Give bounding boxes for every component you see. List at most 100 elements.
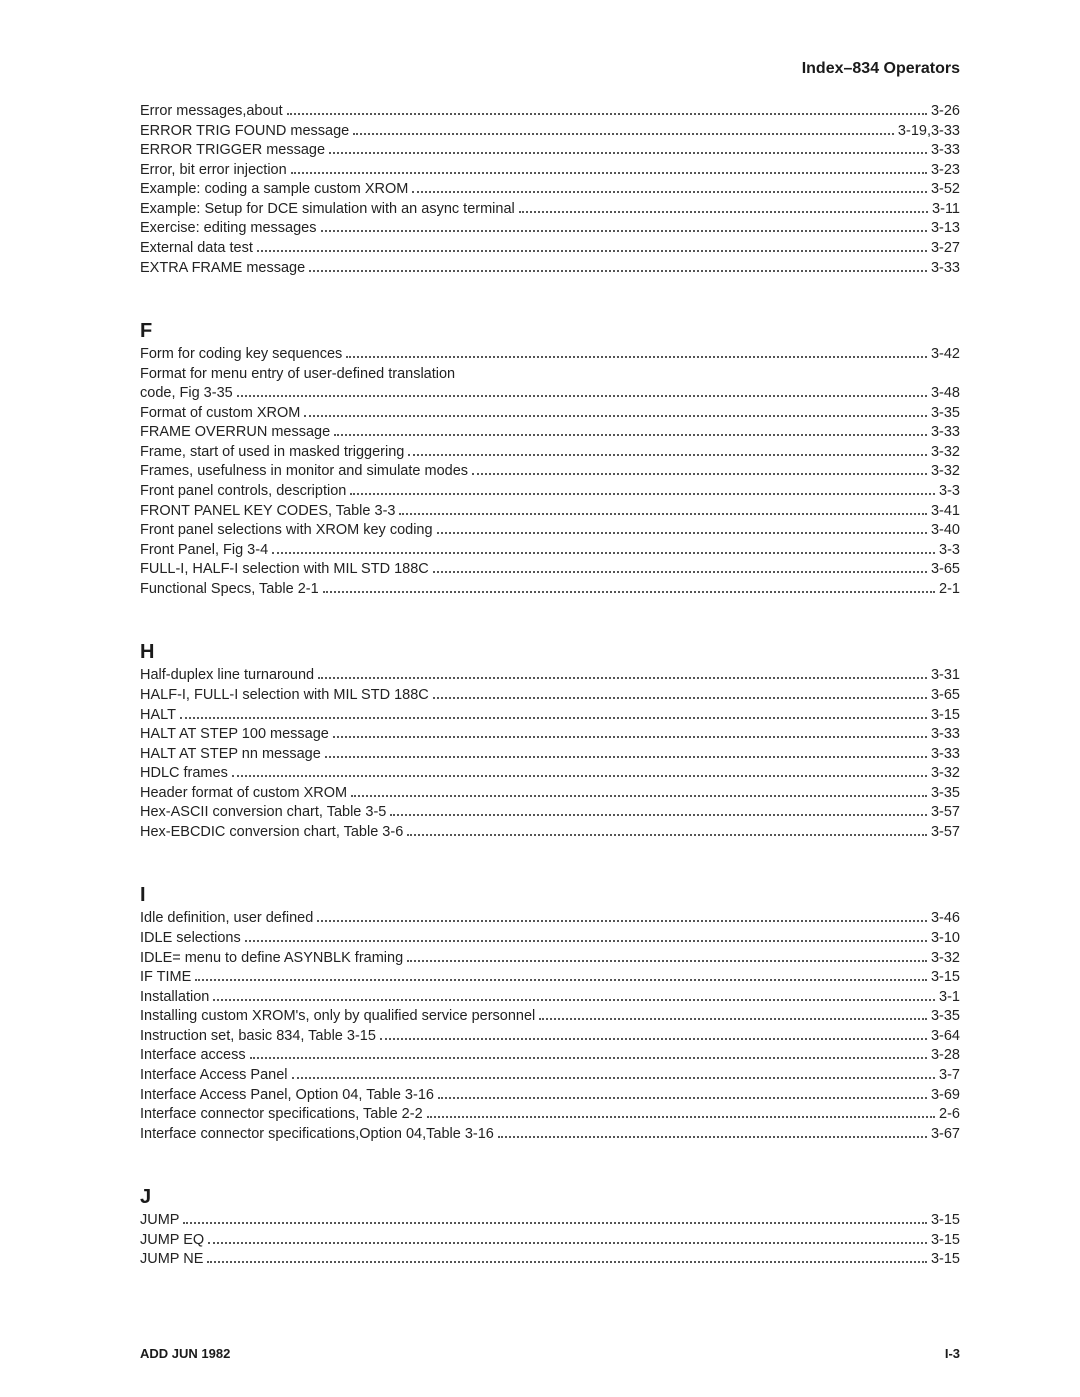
index-section: JJUMP3-15JUMP EQ3-15JUMP NE3-15 bbox=[140, 1186, 960, 1270]
entry-page: 3-1 bbox=[939, 988, 960, 1008]
entry-page: 3-11 bbox=[932, 200, 960, 220]
leader-dots bbox=[245, 940, 927, 942]
entry-page: 3-27 bbox=[931, 239, 960, 259]
entry-page: 3-67 bbox=[931, 1125, 960, 1145]
index-entry: JUMP NE 3-15 bbox=[140, 1250, 960, 1270]
leader-dots bbox=[519, 211, 928, 213]
index-entry: Hex-ASCII conversion chart, Table 3-53-5… bbox=[140, 803, 960, 823]
entry-text: Frames, usefulness in monitor and simula… bbox=[140, 462, 468, 482]
leader-dots bbox=[437, 532, 927, 534]
entry-page: 3-65 bbox=[931, 686, 960, 706]
entry-text: Half-duplex line turnaround bbox=[140, 666, 314, 686]
entry-text: FRONT PANEL KEY CODES, Table 3-3 bbox=[140, 502, 395, 522]
index-entry: FRAME OVERRUN message3-33 bbox=[140, 423, 960, 443]
entry-text: FULL-I, HALF-I selection with MIL STD 18… bbox=[140, 560, 429, 580]
page-header: Index–834 Operators bbox=[140, 60, 960, 78]
entry-text: Frame, start of used in masked triggerin… bbox=[140, 443, 404, 463]
entry-text: JUMP bbox=[140, 1211, 179, 1231]
leader-dots bbox=[180, 717, 927, 719]
entry-page: 3-10 bbox=[931, 929, 960, 949]
entry-text: HDLC frames bbox=[140, 764, 228, 784]
entry-text: Front Panel, Fig 3-4 bbox=[140, 541, 268, 561]
entry-text: Interface Access Panel, Option 04, Table… bbox=[140, 1086, 434, 1106]
leader-dots bbox=[472, 473, 927, 475]
index-entry: HALT3-15 bbox=[140, 706, 960, 726]
index-entry: Front panel controls, description3-3 bbox=[140, 482, 960, 502]
entry-text: ERROR TRIGGER message bbox=[140, 141, 325, 161]
entry-text: Form for coding key sequences bbox=[140, 345, 342, 365]
section-letter: F bbox=[140, 320, 960, 343]
leader-dots bbox=[351, 795, 927, 797]
entry-text: IDLE selections bbox=[140, 929, 241, 949]
index-entry: Example: coding a sample custom XROM3-52 bbox=[140, 180, 960, 200]
entry-text: Interface connector specifications, Tabl… bbox=[140, 1105, 423, 1125]
entry-page: 3-69 bbox=[931, 1086, 960, 1106]
entry-text: HALT bbox=[140, 706, 176, 726]
footer-right: I-3 bbox=[945, 1346, 960, 1361]
entry-text: IF TIME bbox=[140, 968, 191, 988]
leader-dots bbox=[390, 814, 927, 816]
index-entry: Interface connector specifications,Optio… bbox=[140, 1125, 960, 1145]
entry-page: 3-35 bbox=[931, 1007, 960, 1027]
index-entry: IF TIME3-15 bbox=[140, 968, 960, 988]
leader-dots bbox=[334, 434, 927, 436]
index-entry: Frame, start of used in masked triggerin… bbox=[140, 443, 960, 463]
entry-page: 3-3 bbox=[939, 482, 960, 502]
index-entry: Interface Access Panel, Option 04, Table… bbox=[140, 1086, 960, 1106]
leader-dots bbox=[304, 415, 927, 417]
entry-page: 3-15 bbox=[931, 1250, 960, 1270]
entry-text: Functional Specs, Table 2-1 bbox=[140, 580, 319, 600]
leader-dots bbox=[346, 356, 927, 358]
index-entry: IDLE= menu to define ASYNBLK framing3-32 bbox=[140, 949, 960, 969]
leader-dots bbox=[287, 113, 927, 115]
index-entry: Form for coding key sequences3-42 bbox=[140, 345, 960, 365]
entry-page: 3-41 bbox=[931, 502, 960, 522]
leader-dots bbox=[433, 697, 927, 699]
entry-text: Format of custom XROM bbox=[140, 404, 300, 424]
entry-page: 3-35 bbox=[931, 404, 960, 424]
leader-dots bbox=[408, 454, 927, 456]
leader-dots bbox=[380, 1038, 927, 1040]
leader-dots bbox=[213, 999, 935, 1001]
entry-page: 3-23 bbox=[931, 161, 960, 181]
entry-page: 3-40 bbox=[931, 521, 960, 541]
index-entry: Functional Specs, Table 2-12-1 bbox=[140, 580, 960, 600]
leader-dots bbox=[309, 270, 927, 272]
index-entry: Interface connector specifications, Tabl… bbox=[140, 1105, 960, 1125]
section-letter: I bbox=[140, 884, 960, 907]
entry-text: HALT AT STEP 100 message bbox=[140, 725, 329, 745]
index-entry: Installation 3-1 bbox=[140, 988, 960, 1008]
entry-text: External data test bbox=[140, 239, 253, 259]
entry-text: Installation bbox=[140, 988, 209, 1008]
entry-text: IDLE= menu to define ASYNBLK framing bbox=[140, 949, 403, 969]
index-entry: Format of custom XROM 3-35 bbox=[140, 404, 960, 424]
leader-dots bbox=[412, 191, 927, 193]
entry-page: 3-33 bbox=[931, 259, 960, 279]
entry-page: 3-7 bbox=[939, 1066, 960, 1086]
leader-dots bbox=[292, 1077, 936, 1079]
entry-page: 3-48 bbox=[931, 384, 960, 404]
entry-text: JUMP NE bbox=[140, 1250, 203, 1270]
leader-dots bbox=[232, 775, 927, 777]
entry-text: JUMP EQ bbox=[140, 1231, 204, 1251]
entry-page: 3-35 bbox=[931, 784, 960, 804]
entry-text: Interface Access Panel bbox=[140, 1066, 288, 1086]
leader-dots bbox=[539, 1018, 927, 1020]
entry-text: Front panel selections with XROM key cod… bbox=[140, 521, 433, 541]
index-entry: code, Fig 3-35 3-48 bbox=[140, 384, 960, 404]
index-entry: IDLE selections 3-10 bbox=[140, 929, 960, 949]
entry-page: 3-52 bbox=[931, 180, 960, 200]
leader-dots bbox=[433, 571, 927, 573]
entry-page: 3-33 bbox=[931, 141, 960, 161]
leader-dots bbox=[318, 677, 927, 679]
entry-text: code, Fig 3-35 bbox=[140, 384, 233, 404]
entry-page: 3-15 bbox=[931, 1231, 960, 1251]
entry-text: Hex-ASCII conversion chart, Table 3-5 bbox=[140, 803, 386, 823]
index-entry: Interface Access Panel 3-7 bbox=[140, 1066, 960, 1086]
index-entry: JUMP EQ 3-15 bbox=[140, 1231, 960, 1251]
index-entry: ERROR TRIGGER message 3-33 bbox=[140, 141, 960, 161]
page-footer: ADD JUN 1982 I-3 bbox=[140, 1346, 960, 1361]
footer-left: ADD JUN 1982 bbox=[140, 1346, 230, 1361]
index-entry: Hex-EBCDIC conversion chart, Table 3-63-… bbox=[140, 823, 960, 843]
entry-page: 3-33 bbox=[931, 423, 960, 443]
